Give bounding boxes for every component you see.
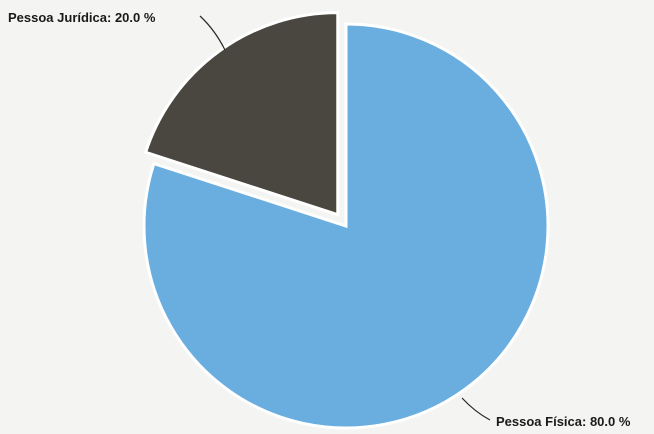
pie-slice-pessoa-jur-dica [143, 11, 340, 217]
slice-label-pessoa-fisica: Pessoa Física: 80.0 % [496, 414, 631, 429]
pie-slice-pessoa-f-sica [142, 22, 550, 430]
slice-label-pessoa-juridica: Pessoa Jurídica: 20.0 % [8, 10, 156, 25]
leader-line-pessoa-fisica [461, 397, 491, 421]
leader-line-pessoa-juridica [199, 15, 226, 51]
pie-slices [142, 11, 550, 430]
